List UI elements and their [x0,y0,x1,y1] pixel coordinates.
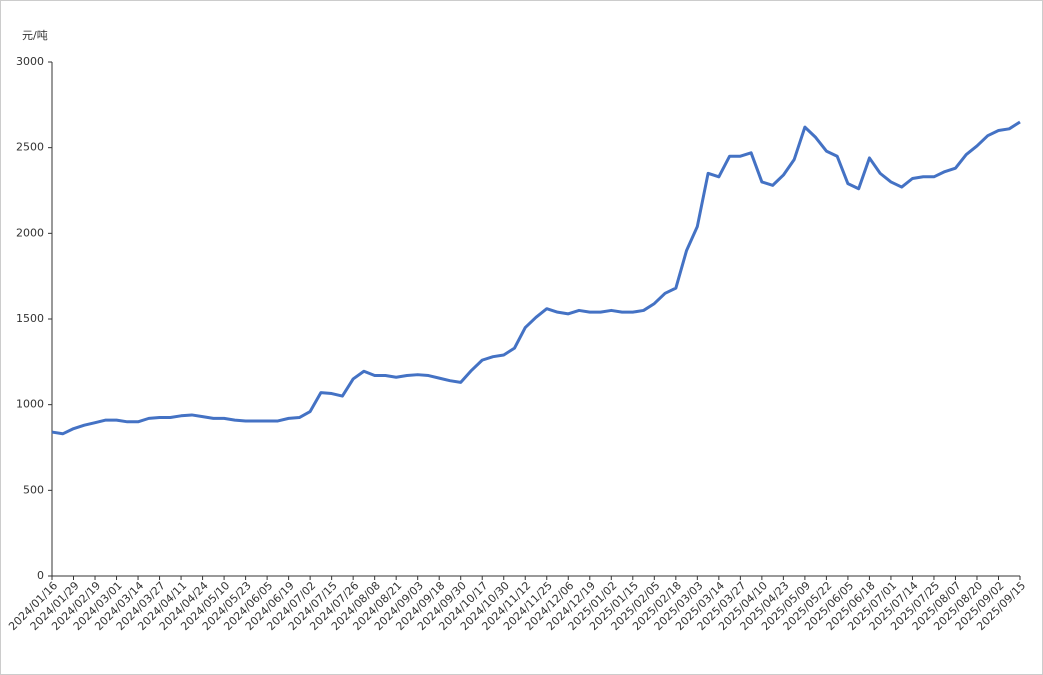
y-tick-label: 1500 [16,312,44,325]
y-tick-label: 2500 [16,141,44,154]
y-tick-label: 0 [37,569,44,582]
y-tick-label: 3000 [16,55,44,68]
y-tick-label: 500 [23,483,44,496]
y-tick-label: 1000 [16,398,44,411]
y-axis-label: 元/吨 [22,29,48,42]
y-tick-label: 2000 [16,226,44,239]
series-line [51,120,1021,436]
